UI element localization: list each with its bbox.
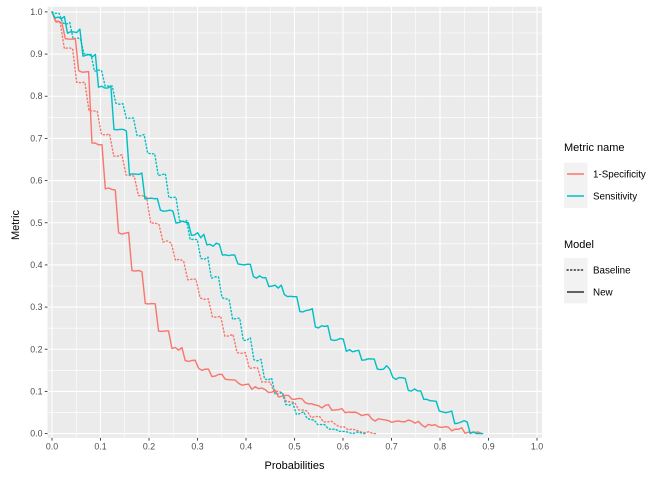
svg-text:0.3: 0.3 xyxy=(30,302,42,312)
svg-text:0.5: 0.5 xyxy=(30,218,42,228)
svg-text:1-Specificity: 1-Specificity xyxy=(593,170,646,181)
svg-text:Metric name: Metric name xyxy=(564,142,625,154)
svg-text:0.4: 0.4 xyxy=(30,260,42,270)
svg-text:0.6: 0.6 xyxy=(30,176,42,186)
svg-text:0.1: 0.1 xyxy=(94,441,106,451)
svg-text:Baseline: Baseline xyxy=(593,266,631,277)
svg-text:Probabilities: Probabilities xyxy=(265,460,325,472)
svg-text:Metric: Metric xyxy=(10,210,22,240)
svg-text:0.2: 0.2 xyxy=(143,441,155,451)
svg-text:1.0: 1.0 xyxy=(531,441,543,451)
svg-text:0.3: 0.3 xyxy=(191,441,203,451)
svg-text:Sensitivity: Sensitivity xyxy=(593,192,637,203)
svg-text:0.8: 0.8 xyxy=(434,441,446,451)
svg-text:New: New xyxy=(593,288,614,299)
svg-text:0.5: 0.5 xyxy=(288,441,300,451)
svg-text:0.2: 0.2 xyxy=(30,344,42,354)
svg-text:Model: Model xyxy=(564,239,594,251)
svg-text:0.1: 0.1 xyxy=(30,386,42,396)
svg-text:0.6: 0.6 xyxy=(337,441,349,451)
svg-text:0.9: 0.9 xyxy=(30,49,42,59)
svg-text:0.9: 0.9 xyxy=(482,441,494,451)
svg-text:1.0: 1.0 xyxy=(30,7,42,17)
svg-text:0.7: 0.7 xyxy=(385,441,397,451)
svg-text:0.8: 0.8 xyxy=(30,91,42,101)
svg-text:0.0: 0.0 xyxy=(30,429,42,439)
svg-text:0.7: 0.7 xyxy=(30,133,42,143)
svg-text:0.4: 0.4 xyxy=(240,441,252,451)
svg-text:0.0: 0.0 xyxy=(46,441,58,451)
